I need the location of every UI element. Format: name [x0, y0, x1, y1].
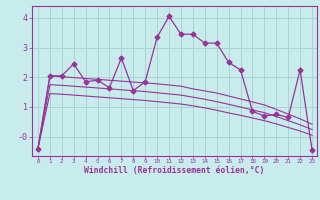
X-axis label: Windchill (Refroidissement éolien,°C): Windchill (Refroidissement éolien,°C) — [84, 166, 265, 175]
